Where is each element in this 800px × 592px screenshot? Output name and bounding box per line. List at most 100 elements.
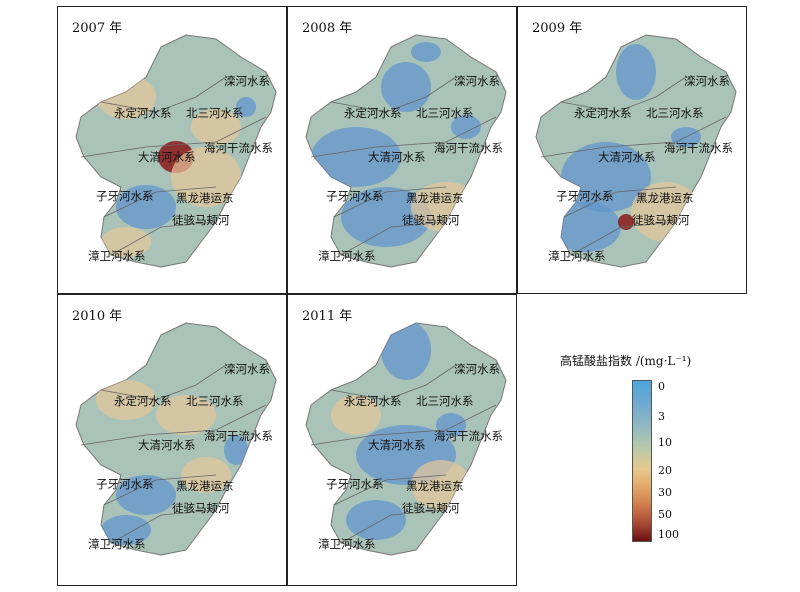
region-label-daqinghe: 大清河水系 — [138, 150, 196, 164]
concentration-patch — [311, 127, 401, 187]
sub-basin-boundary — [100, 76, 227, 113]
concentration-patch — [156, 395, 216, 435]
sub-basin-boundary — [340, 509, 447, 544]
map-panel-2011: 滦河水系 永定河水系 北三河水系 海河干流水系 大清河水系 子牙河水系 黑龙港运东 徒骇马颊河… — [287, 294, 517, 586]
legend: 高锰酸盐指数 /(mg·L⁻¹) 0 3 10 20 30 50 100 — [560, 352, 760, 552]
sub-basin-boundary — [330, 364, 457, 401]
region-label-haihe: 海河干流水系 — [204, 141, 273, 155]
map-panel-2007: 滦河水系永定河水系 北三河水系海河干流水系 大清河水系子牙河水系 黑龙港运东徒骇马颊河… — [57, 6, 287, 294]
sub-basin-boundary — [100, 364, 227, 401]
region-label-heilonggang: 黑龙港运东 — [406, 479, 464, 493]
region-label-tuhai: 徒骇马颊河 — [402, 213, 460, 227]
sub-basin-boundary — [563, 186, 677, 218]
concentration-patch — [561, 142, 651, 212]
concentration-patch — [116, 475, 176, 515]
sub-basin-boundary — [333, 474, 447, 506]
sub-basin-boundary — [333, 186, 447, 218]
concentration-patch — [341, 187, 431, 247]
concentration-patch — [551, 202, 621, 252]
region-label-tuhai: 徒骇马颊河 — [172, 213, 230, 227]
concentration-patch — [181, 457, 231, 493]
region-label-yongdinghe: 永定河水系 — [574, 106, 632, 120]
map-panel-2010: 滦河水系 永定河水系 北三河水系 海河干流水系 大清河水系 子牙河水系 黑龙港运东 徒骇马颊河… — [57, 294, 287, 586]
region-label-heilonggang: 黑龙港运东 — [176, 479, 234, 493]
year-label: 2007 年 — [72, 21, 123, 36]
concentration-patch — [346, 500, 406, 540]
legend-tick: 3 — [658, 410, 665, 423]
concentration-patch — [436, 413, 466, 437]
region-label-beisanhe: 北三河水系 — [186, 106, 244, 120]
region-label-tuhai: 徒骇马颊河 — [632, 213, 690, 227]
region-label-daqinghe: 大清河水系 — [368, 438, 426, 452]
region-label-yongdinghe: 永定河水系 — [344, 394, 402, 408]
map-panel-2009: 滦河水系 永定河水系 北三河水系 海河干流水系 大清河水系 子牙河水系 黑龙港运东 徒骇马颊河… — [517, 6, 747, 294]
sub-basin-boundary — [330, 76, 457, 113]
legend-tick: 30 — [658, 486, 672, 499]
map-panel-2008: 滦河水系 永定河水系 北三河水系 海河干流水系 大清河水系 子牙河水系 黑龙港运东 徒骇马颊河… — [287, 6, 517, 294]
concentration-patch — [101, 515, 151, 545]
region-label-ziyahe: 子牙河水系 — [96, 477, 154, 491]
region-label-tuhai: 徒骇马颊河 — [172, 501, 230, 515]
concentration-patch — [331, 395, 381, 435]
concentration-patch — [236, 97, 256, 117]
concentration-patch — [451, 115, 481, 139]
year-label: 2011 年 — [302, 309, 353, 324]
region-label-yongdinghe: 永定河水系 — [344, 106, 402, 120]
sub-basin-boundary — [340, 221, 447, 256]
region-label-luanhe: 滦河水系 — [224, 74, 270, 88]
sub-basin-boundary — [80, 404, 267, 446]
sub-basin-boundary — [310, 116, 497, 158]
concentration-patch — [224, 435, 248, 465]
legend-title: 高锰酸盐指数 /(mg·L⁻¹) — [560, 354, 692, 368]
region-label-luanhe: 滦河水系 — [224, 362, 270, 376]
region-label-heilonggang: 黑龙港运东 — [176, 191, 234, 205]
region-label-luanhe: 滦河水系 — [454, 362, 500, 376]
sub-basin-boundary — [560, 76, 687, 113]
region-label-yongdinghe: 永定河水系 — [114, 106, 172, 120]
year-label: 2008 年 — [302, 21, 353, 36]
concentration-patch — [411, 42, 441, 62]
sub-basin-boundary — [570, 221, 677, 256]
legend-color-bar — [632, 380, 652, 542]
region-label-beisanhe: 北三河水系 — [416, 106, 474, 120]
concentration-patch — [616, 44, 656, 100]
sub-basin-boundary — [310, 404, 497, 446]
legend-tick: 10 — [658, 436, 672, 449]
region-label-zhangwei: 漳卫河水系 — [318, 249, 376, 263]
region-label-haihe: 海河干流水系 — [434, 429, 503, 443]
region-label-haihe: 海河干流水系 — [664, 141, 733, 155]
sub-basin-boundary — [103, 186, 217, 218]
region-label-beisanhe: 北三河水系 — [416, 394, 474, 408]
year-label: 2010 年 — [72, 309, 123, 324]
sub-basin-boundary — [110, 509, 217, 544]
concentration-patch — [171, 147, 241, 207]
sub-basin-boundary — [80, 116, 267, 158]
concentration-patch — [96, 380, 156, 420]
sub-basin-boundary — [110, 221, 217, 256]
concentration-patch — [381, 323, 431, 380]
region-label-haihe: 海河干流水系 — [434, 141, 503, 155]
region-label-ziyahe: 子牙河水系 — [556, 189, 614, 203]
region-label-heilonggang: 黑龙港运东 — [636, 191, 694, 205]
region-label-ziyahe: 子牙河水系 — [326, 189, 384, 203]
region-label-zhangwei: 漳卫河水系 — [318, 537, 376, 551]
legend-tick: 20 — [658, 464, 672, 477]
sub-basin-boundary — [103, 474, 217, 506]
region-label-zhangwei: 漳卫河水系 — [548, 249, 606, 263]
region-label-beisanhe: 北三河水系 — [646, 106, 704, 120]
year-label: 2009 年 — [532, 21, 583, 36]
region-label-haihe: 海河干流水系 — [204, 429, 273, 443]
sub-basin-boundary — [540, 116, 727, 158]
region-label-zhangwei: 漳卫河水系 — [88, 249, 146, 263]
legend-tick: 50 — [658, 508, 672, 521]
region-label-zhangwei: 漳卫河水系 — [88, 537, 146, 551]
region-label-daqinghe: 大清河水系 — [138, 438, 196, 452]
region-label-tuhai: 徒骇马颊河 — [402, 501, 460, 515]
region-label-ziyahe: 子牙河水系 — [96, 189, 154, 203]
legend-tick: 0 — [658, 380, 665, 393]
region-label-luanhe: 滦河水系 — [454, 74, 500, 88]
